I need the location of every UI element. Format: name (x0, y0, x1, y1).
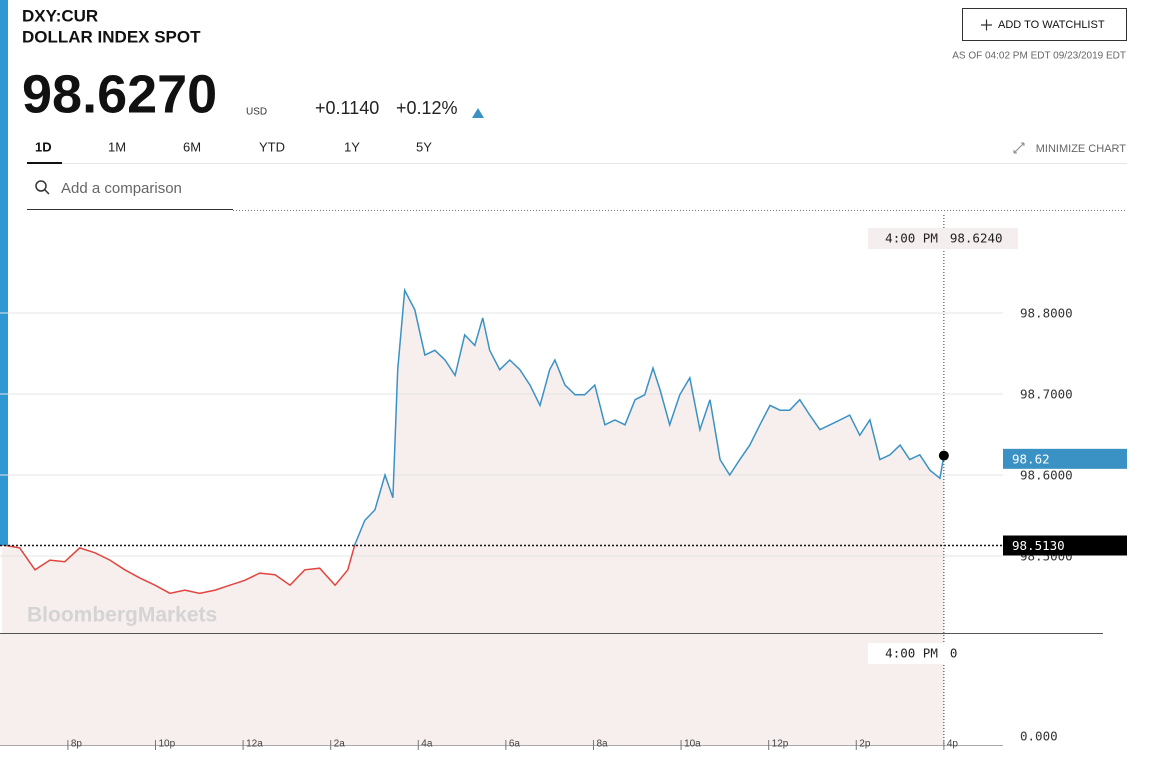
y-tick-label: 98.7000 (1020, 387, 1073, 402)
tab[interactable]: 1D (35, 139, 52, 154)
x-tick-label: 8a (596, 739, 608, 750)
price-line (1, 287, 945, 595)
minimize-chart[interactable]: MINIMIZE CHART (1036, 143, 1127, 155)
volume-crosshair-value: 0 (950, 646, 958, 661)
search-input[interactable]: Add a comparison (61, 180, 182, 197)
x-tick-label: 6a (509, 739, 521, 750)
x-tick-label: 10a (684, 739, 701, 750)
symbol: DXY:CUR (22, 6, 98, 25)
tab[interactable]: 1M (108, 139, 126, 154)
minimize-icon (1013, 142, 1025, 154)
volume-tick-label: 0.000 (1020, 729, 1058, 744)
x-tick-label: 4p (947, 739, 959, 750)
watchlist-label[interactable]: ADD TO WATCHLIST (998, 19, 1105, 31)
last-price-label: 98.62 (1012, 451, 1050, 466)
x-tick-label: 8p (71, 739, 83, 750)
search-icon-handle (43, 188, 50, 195)
currency: USD (246, 107, 267, 118)
change: +0.1140 (315, 98, 379, 118)
tab[interactable]: YTD (259, 139, 285, 154)
volume-crosshair-time: 4:00 PM (885, 646, 938, 661)
accent-bar (0, 0, 8, 546)
x-tick-label: 2a (334, 739, 346, 750)
x-tick-label: 10p (158, 739, 175, 750)
price-area (1, 290, 944, 633)
x-tick-label: 2p (859, 739, 871, 750)
x-tick-label: 4a (421, 739, 433, 750)
last-price-box (1003, 448, 1127, 469)
reference-label: 98.5130 (1012, 538, 1065, 553)
tab[interactable]: 6M (183, 139, 201, 154)
x-tick-label: 12a (246, 739, 263, 750)
tab[interactable]: 1Y (344, 139, 360, 154)
current-point (938, 450, 949, 461)
watermark: BloombergMarkets (27, 604, 217, 627)
x-tick-label: 12p (772, 739, 789, 750)
tab[interactable]: 5Y (416, 139, 432, 154)
y-tick-label: 98.6000 (1020, 468, 1073, 483)
crosshair-time: 4:00 PM (885, 231, 938, 246)
as-of: AS OF 04:02 PM EDT 09/23/2019 EDT (952, 51, 1126, 62)
volume-crosshair-box (868, 643, 965, 664)
crosshair-box (868, 228, 1018, 249)
crosshair-value: 98.6240 (950, 231, 1003, 246)
volume-panel (0, 633, 944, 745)
change-percent: +0.12% (396, 98, 458, 118)
search-icon (35, 180, 47, 192)
price: 98.6270 (22, 64, 217, 124)
instrument-name: DOLLAR INDEX SPOT (22, 27, 201, 46)
up-arrow (472, 108, 484, 118)
plus-icon (981, 19, 992, 31)
reference-box (1003, 535, 1127, 556)
y-tick-label: 98.8000 (1020, 306, 1073, 321)
